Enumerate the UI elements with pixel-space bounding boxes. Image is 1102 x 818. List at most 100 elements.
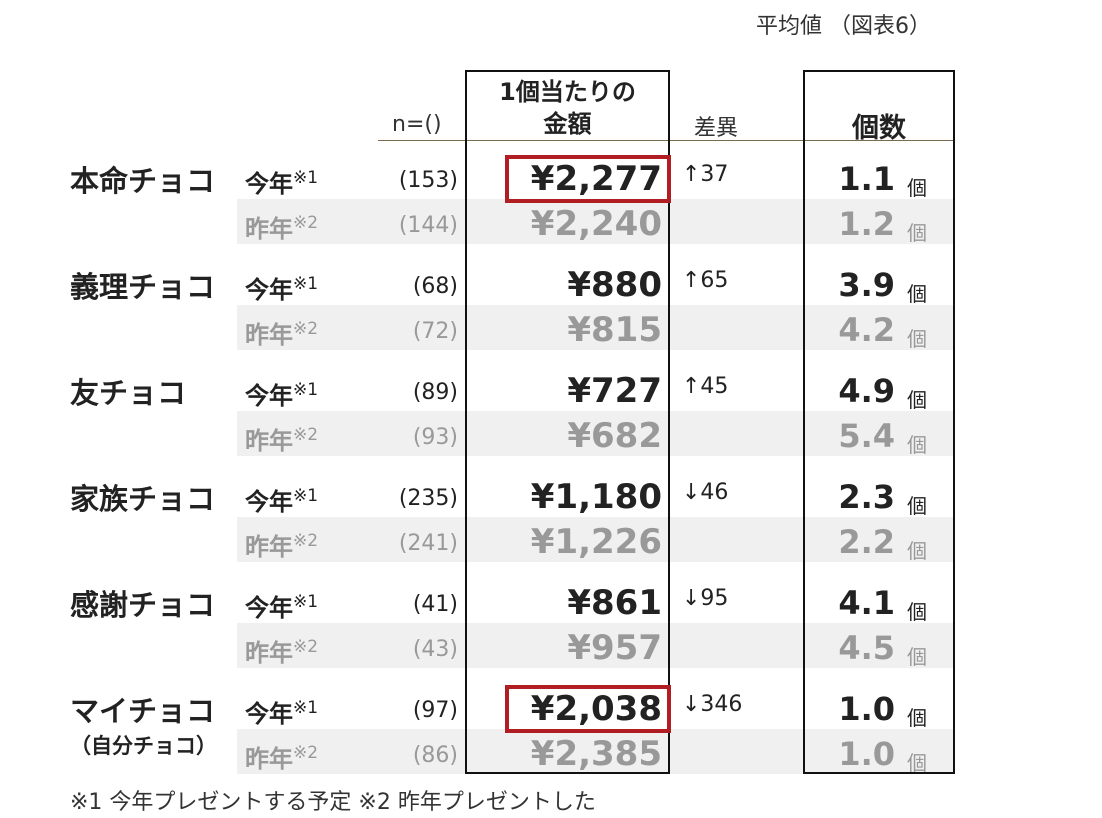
count-unit: 個 (907, 600, 927, 624)
header-rule (378, 140, 953, 141)
diff: ↑37 (682, 162, 729, 187)
amount: ¥2,385 (530, 734, 662, 774)
group-name: 義理チョコ (70, 270, 216, 304)
row-note: ※2 (293, 743, 319, 763)
row-shade (237, 199, 953, 244)
diff: ↑45 (682, 374, 729, 399)
amount: ¥957 (567, 628, 662, 668)
row-label: 今年※1 (245, 164, 318, 199)
row-label: 今年※1 (245, 694, 318, 729)
count: 4.2 (838, 311, 895, 349)
row-shade (237, 623, 953, 668)
diff: ↓95 (682, 586, 729, 611)
row-label-text: 今年 (245, 700, 293, 728)
group-name: 友チョコ (70, 376, 187, 410)
n-value: (144) (398, 213, 458, 238)
row-note: ※1 (293, 380, 319, 400)
row-note: ※1 (293, 486, 319, 506)
amount: ¥2,277 (530, 159, 662, 199)
row-label-text: 今年 (245, 382, 293, 410)
count-unit: 個 (907, 539, 927, 563)
n-value: (89) (412, 380, 458, 405)
row-label: 昨年※2 (245, 421, 318, 456)
row-label: 今年※1 (245, 270, 318, 305)
n-value: (72) (412, 319, 458, 344)
count: 1.2 (838, 205, 895, 243)
count-unit: 個 (907, 433, 927, 457)
count: 1.0 (838, 690, 895, 728)
row-shade (237, 305, 953, 350)
amount: ¥880 (567, 265, 662, 305)
row-label-text: 昨年 (245, 533, 293, 561)
header-amount-line: 金額 (543, 110, 592, 138)
row-label-text: 昨年 (245, 321, 293, 349)
count-unit: 個 (907, 494, 927, 518)
group-name: 本命チョコ (70, 164, 216, 198)
count-unit: 個 (907, 221, 927, 245)
group-name: マイチョコ (70, 694, 216, 728)
count: 4.5 (838, 629, 895, 667)
row-label-text: 昨年 (245, 427, 293, 455)
row-label-text: 昨年 (245, 639, 293, 667)
row-shade (237, 411, 953, 456)
amount-box (465, 70, 670, 774)
n-value: (43) (412, 637, 458, 662)
row-note: ※2 (293, 531, 319, 551)
amount: ¥1,180 (530, 477, 662, 517)
row-label-text: 今年 (245, 170, 293, 198)
amount: ¥2,240 (530, 204, 662, 244)
row-label-text: 今年 (245, 488, 293, 516)
count: 4.1 (838, 584, 895, 622)
count-unit: 個 (907, 388, 927, 412)
row-label: 昨年※2 (245, 633, 318, 668)
amount: ¥1,226 (530, 522, 662, 562)
header-amount: 1個当たりの 金額 (467, 76, 668, 140)
diff: ↓346 (682, 692, 743, 717)
row-label-text: 昨年 (245, 745, 293, 773)
row-note: ※2 (293, 213, 319, 233)
count: 1.1 (838, 160, 895, 198)
n-value: (93) (412, 425, 458, 450)
n-value: (241) (398, 531, 458, 556)
count-box (803, 70, 955, 774)
n-value: (235) (398, 486, 458, 511)
row-label-text: 昨年 (245, 215, 293, 243)
highlight-box (505, 685, 671, 733)
n-value: (68) (412, 274, 458, 299)
n-value: (153) (398, 168, 458, 193)
title: 平均値 （図表6） (756, 14, 931, 39)
row-label-text: 今年 (245, 276, 293, 304)
header-diff: 差異 (694, 116, 739, 141)
count: 2.3 (838, 478, 895, 516)
row-shade (237, 729, 953, 774)
count-unit: 個 (907, 282, 927, 306)
row-note: ※1 (293, 592, 319, 612)
diff: ↑65 (682, 268, 729, 293)
count-unit: 個 (907, 176, 927, 200)
amount: ¥815 (567, 310, 662, 350)
count: 3.9 (838, 266, 895, 304)
row-label: 昨年※2 (245, 739, 318, 774)
row-note: ※1 (293, 274, 319, 294)
row-label: 今年※1 (245, 376, 318, 411)
row-note: ※2 (293, 319, 319, 339)
group-name: 家族チョコ (70, 482, 216, 516)
row-label: 昨年※2 (245, 209, 318, 244)
row-label: 今年※1 (245, 588, 318, 623)
row-note: ※2 (293, 637, 319, 657)
header-amount-line: 1個当たりの (499, 78, 636, 106)
count-unit: 個 (907, 751, 927, 775)
diff: ↓46 (682, 480, 729, 505)
row-note: ※2 (293, 425, 319, 445)
header-n: n=() (392, 112, 442, 137)
row-label: 昨年※2 (245, 315, 318, 350)
count: 1.0 (838, 735, 895, 773)
group-name: 感謝チョコ (70, 588, 216, 622)
count-unit: 個 (907, 706, 927, 730)
row-label: 昨年※2 (245, 527, 318, 562)
footnote: ※1 今年プレゼントする予定 ※2 昨年プレゼントした (70, 790, 596, 815)
count-unit: 個 (907, 645, 927, 669)
n-value: (86) (412, 743, 458, 768)
row-label-text: 今年 (245, 594, 293, 622)
